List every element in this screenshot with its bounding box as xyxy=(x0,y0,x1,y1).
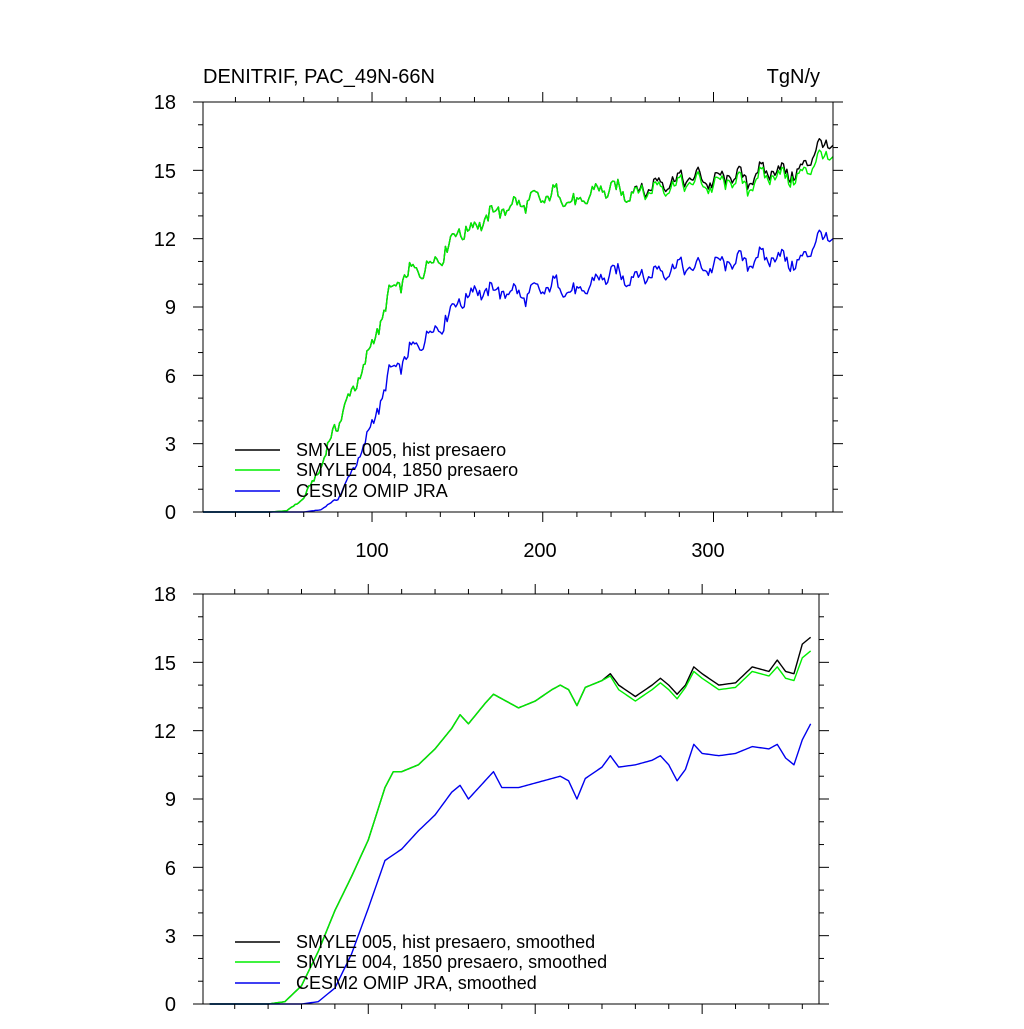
x-tick-label: 100 xyxy=(355,540,388,562)
series-line-cesm2-omip-jra xyxy=(203,229,834,513)
x-tick-label: 300 xyxy=(691,540,724,562)
plot-frame xyxy=(202,593,820,1005)
y-tick-label: 6 xyxy=(165,858,176,880)
chart-panel-top: DENITRIF, PAC_49N-66N TgN/y 0 3 6 9 12 1… xyxy=(154,66,843,562)
legend-label: SMYLE 005, hist presaero xyxy=(296,440,506,460)
y-tick-label: 15 xyxy=(154,161,176,183)
series-line-cesm2-omip-jra-smoothed xyxy=(209,723,812,1005)
y-tick-label: 9 xyxy=(165,297,176,319)
y-tick-label: 3 xyxy=(165,434,176,456)
series-group xyxy=(203,137,834,513)
tick-marks xyxy=(193,92,843,522)
x-tick-label: 200 xyxy=(523,540,556,562)
y-tick-labels: 0 3 6 9 12 15 18 xyxy=(154,92,176,524)
plot-frame xyxy=(202,101,834,513)
chart-panel-bottom: 0 3 6 9 12 15 18 SMYLE 005, hist presaer… xyxy=(154,584,829,1016)
units-label: TgN/y xyxy=(767,66,820,88)
y-tick-labels: 0 3 6 9 12 15 18 xyxy=(154,584,176,1016)
y-tick-label: 9 xyxy=(165,789,176,811)
series-group xyxy=(209,636,812,1005)
chart-title: DENITRIF, PAC_49N-66N xyxy=(203,66,435,88)
x-tick-labels: 100 200 300 xyxy=(355,540,724,562)
series-line-smyle-004-1850-presaero xyxy=(203,149,834,513)
legend-label: SMYLE 004, 1850 presaero, smoothed xyxy=(296,952,607,972)
legend-label: CESM2 OMIP JRA xyxy=(296,481,448,501)
legend: SMYLE 005, hist presaero SMYLE 004, 1850… xyxy=(235,440,518,501)
legend-label: SMYLE 005, hist presaero, smoothed xyxy=(296,932,595,952)
y-tick-label: 18 xyxy=(154,584,176,606)
y-tick-label: 3 xyxy=(165,926,176,948)
legend: SMYLE 005, hist presaero, smoothed SMYLE… xyxy=(235,932,607,993)
legend-label: CESM2 OMIP JRA, smoothed xyxy=(296,973,537,993)
y-tick-label: 12 xyxy=(154,721,176,743)
legend-label: SMYLE 004, 1850 presaero xyxy=(296,460,518,480)
y-tick-label: 15 xyxy=(154,653,176,675)
y-tick-label: 18 xyxy=(154,92,176,114)
series-line-smyle-004-1850-presaero-smoothed xyxy=(209,650,812,1005)
y-tick-label: 6 xyxy=(165,366,176,388)
y-tick-label: 12 xyxy=(154,229,176,251)
y-tick-label: 0 xyxy=(165,502,176,524)
tick-marks xyxy=(193,584,829,1014)
y-tick-label: 0 xyxy=(165,994,176,1016)
